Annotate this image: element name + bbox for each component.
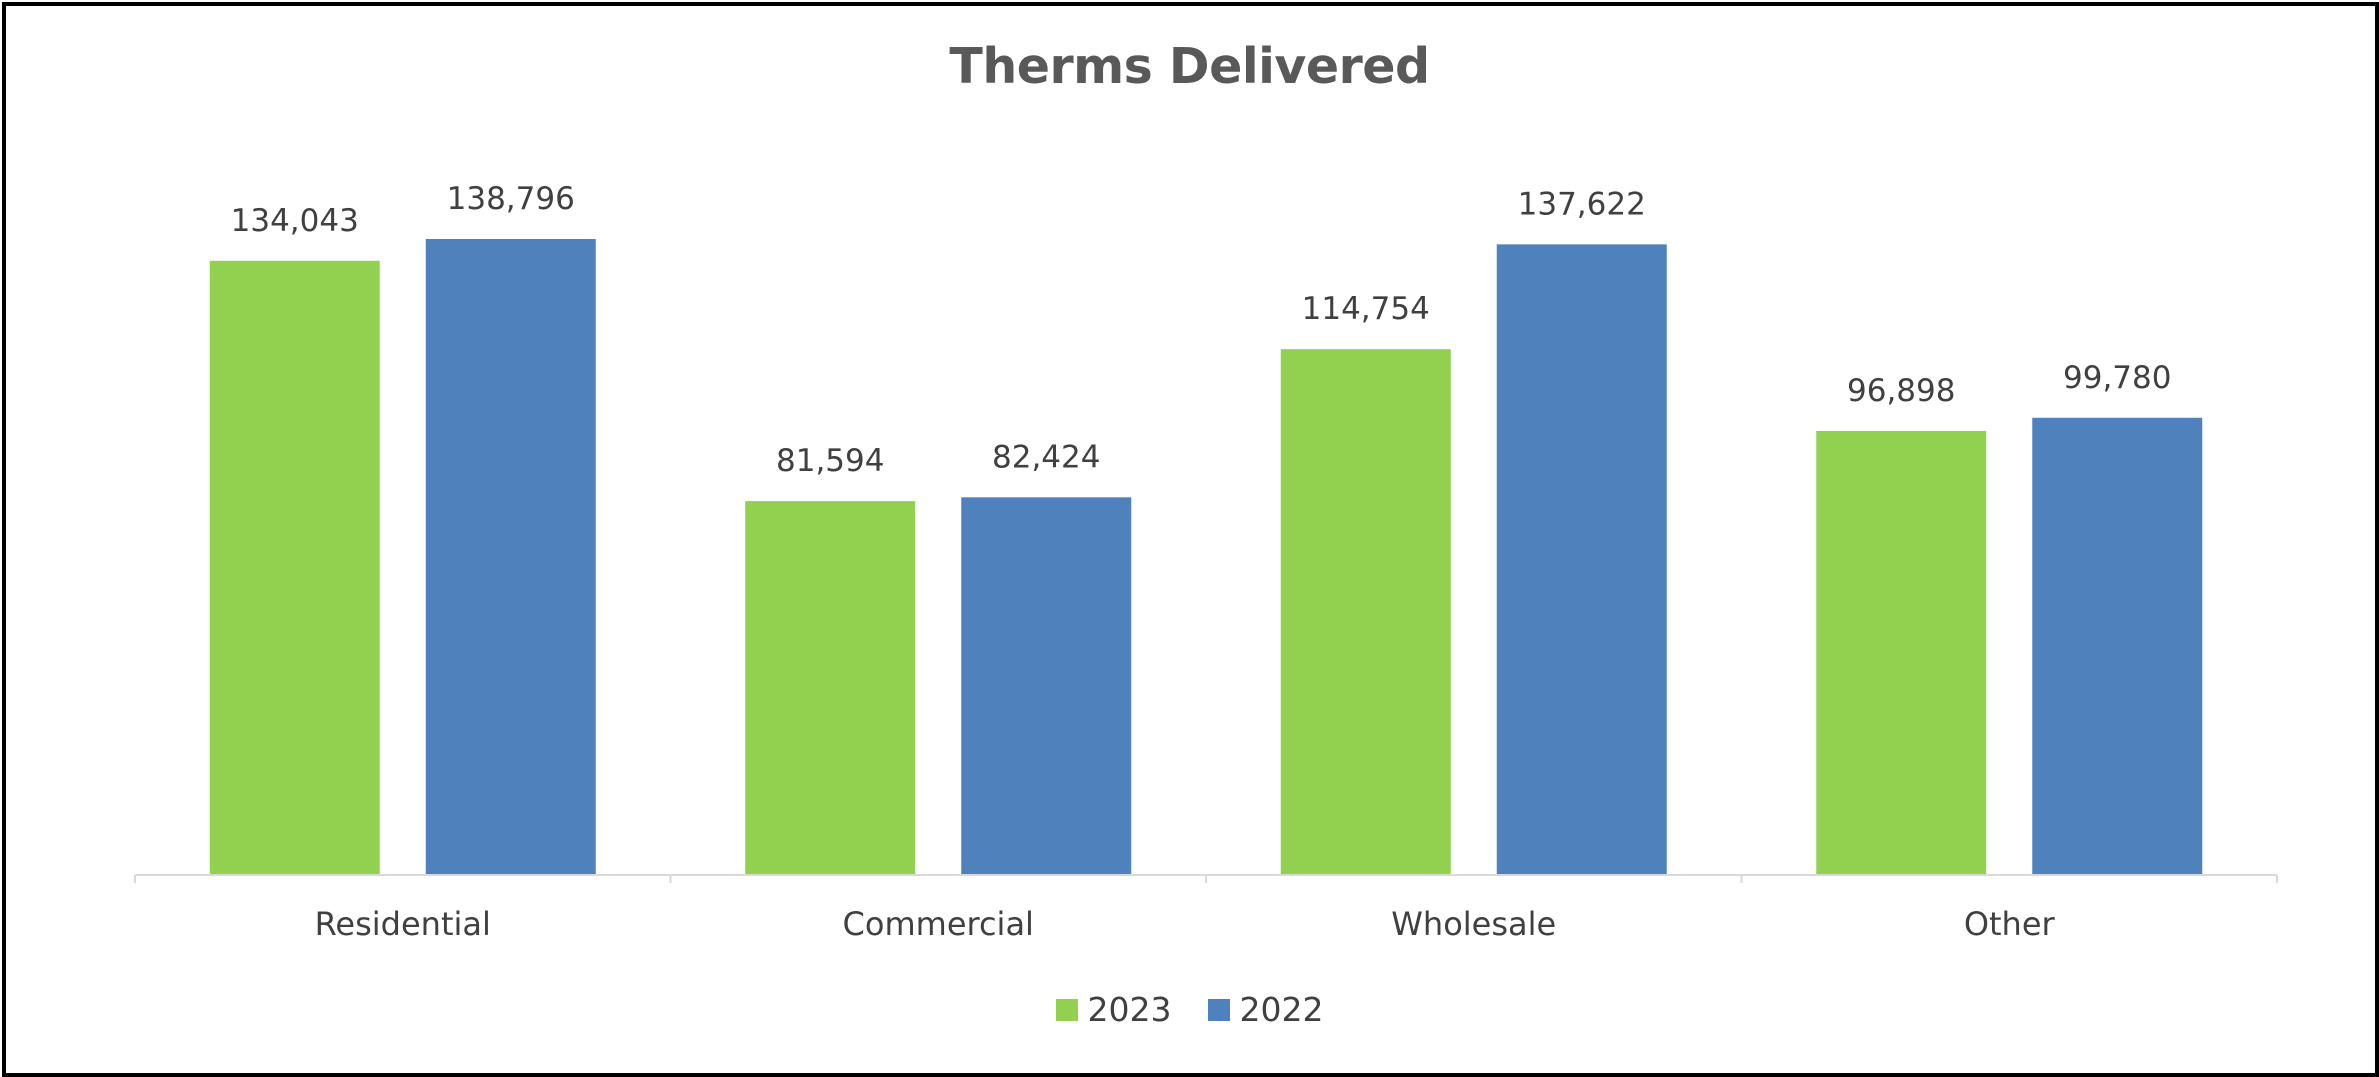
data-label-other-2023: 96,898 (1847, 373, 1955, 409)
legend-swatch-series-0 (1055, 998, 1078, 1021)
category-label-residential: Residential (315, 905, 491, 943)
legend-label-series-1: 2022 (1239, 990, 1324, 1029)
data-label-commercial-2022: 82,424 (992, 439, 1100, 475)
bar-wholesale-2023 (1280, 349, 1451, 875)
category-labels-group: Residential Commercial Wholesale Other (315, 905, 2056, 943)
x-axis (134, 874, 2278, 883)
legend-label-series-0: 2023 (1087, 990, 1172, 1029)
data-label-wholesale-2023: 114,754 (1302, 291, 1430, 327)
bar-wholesale-2022 (1496, 244, 1667, 875)
legend-swatch-series-1 (1207, 998, 1230, 1021)
bar-commercial-2023 (745, 501, 916, 875)
legend-item-series-0: 2023 (1055, 990, 1172, 1029)
data-label-other-2022: 99,780 (2063, 360, 2171, 396)
category-label-commercial: Commercial (843, 905, 1034, 943)
legend: 2023 2022 (0, 990, 2379, 1029)
bars-group (209, 239, 2203, 875)
data-label-residential-2023: 134,043 (231, 203, 359, 239)
chart-title: Therms Delivered (949, 38, 1430, 95)
value-labels-group: 134,043 138,796 81,594 82,424 114,754 137,622… (231, 181, 2172, 479)
bar-residential-2023 (209, 260, 380, 875)
category-label-other: Other (1964, 905, 2056, 943)
data-label-wholesale-2022: 137,622 (1518, 186, 1646, 222)
bar-other-2023 (1816, 430, 1987, 875)
data-label-commercial-2023: 81,594 (776, 443, 884, 479)
bar-commercial-2022 (961, 497, 1132, 875)
bar-other-2022 (2032, 417, 2203, 875)
legend-item-series-1: 2022 (1207, 990, 1324, 1029)
data-label-residential-2022: 138,796 (447, 181, 575, 217)
bar-residential-2022 (425, 239, 596, 875)
category-label-wholesale: Wholesale (1391, 905, 1556, 943)
